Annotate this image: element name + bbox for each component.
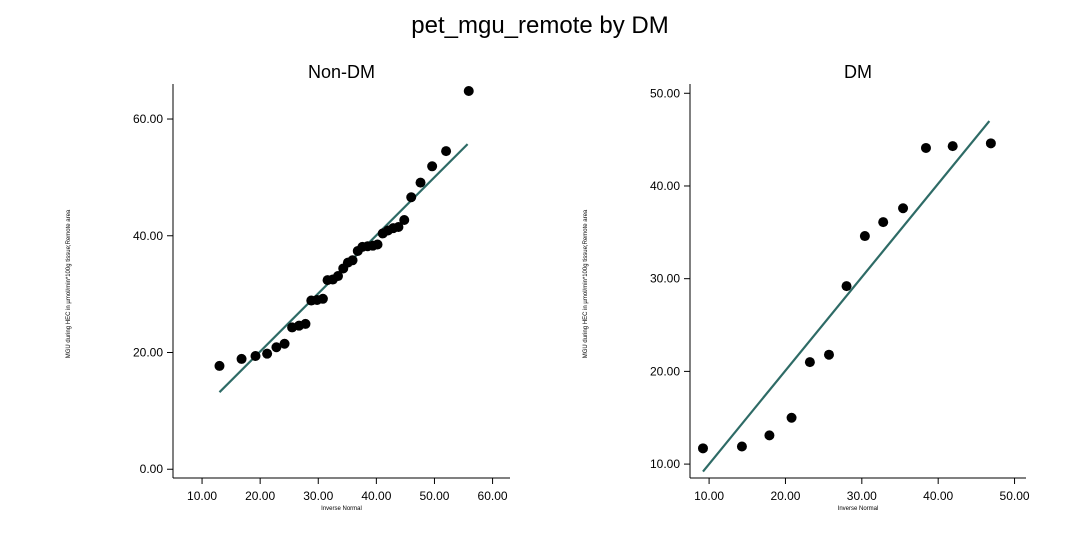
dm-x-tick-label: 10.00 xyxy=(694,489,724,503)
dm-y-tick-label: 20.00 xyxy=(650,364,680,378)
non-dm-data-point xyxy=(372,239,383,250)
non-dm-data-point xyxy=(406,192,417,203)
dm-data-point xyxy=(823,349,834,360)
dm-data-point xyxy=(920,142,931,153)
dm-x-tick-label: 30.00 xyxy=(847,489,877,503)
non-dm-data-point xyxy=(347,255,358,266)
dm-panel-title: DM xyxy=(844,62,872,82)
dm-data-point xyxy=(898,203,909,214)
dm-data-point xyxy=(947,141,958,152)
non-dm-x-axis-title: Inverse Normal xyxy=(321,506,362,512)
non-dm-data-point xyxy=(271,342,282,353)
non-dm-data-point xyxy=(463,86,474,97)
dm-x-axis-title: Inverse Normal xyxy=(838,506,879,512)
dm-data-point xyxy=(736,441,747,452)
dm-data-point xyxy=(697,443,708,454)
non-dm-data-point xyxy=(300,318,311,329)
dm-panel: DM 10.00 20.00 30.00 40.00 50.00 10.00 20.00 30.… xyxy=(583,62,1030,512)
dm-y-tick-label: 30.00 xyxy=(650,272,680,286)
dm-data-point xyxy=(985,138,996,149)
non-dm-y-tick-label: 60.00 xyxy=(133,112,163,126)
non-dm-data-point xyxy=(317,293,328,304)
dm-y-tick-label: 10.00 xyxy=(650,457,680,471)
non-dm-data-point xyxy=(214,360,225,371)
non-dm-y-axis-title: MGU during HEC in µmol/min*100g tissue;R… xyxy=(66,209,72,358)
dm-x-tick-label: 40.00 xyxy=(923,489,953,503)
non-dm-x-tick-label: 40.00 xyxy=(361,489,391,503)
non-dm-data-point xyxy=(399,215,410,226)
non-dm-x-tick-label: 50.00 xyxy=(419,489,449,503)
non-dm-x-tick-label: 20.00 xyxy=(245,489,275,503)
dm-data-point xyxy=(878,217,889,228)
dm-data-point xyxy=(764,430,775,441)
non-dm-data-point xyxy=(279,338,290,349)
dm-data-point xyxy=(841,281,852,292)
non-dm-x-tick-label: 60.00 xyxy=(478,489,508,503)
non-dm-panel-title: Non-DM xyxy=(308,62,375,82)
non-dm-panel: Non-DM 0.00 20.00 40.00 60.00 10.00 20.00 30.00… xyxy=(66,62,510,512)
non-dm-data-point xyxy=(415,177,426,188)
dm-y-tick-label: 40.00 xyxy=(650,179,680,193)
non-dm-y-tick-label: 0.00 xyxy=(140,462,164,476)
figure-title: pet_mgu_remote by DM xyxy=(411,12,669,39)
non-dm-y-tick-label: 40.00 xyxy=(133,229,163,243)
dm-y-axis-title: MGU during HEC in µmol/min*100g tissue;R… xyxy=(583,209,589,358)
non-dm-data-point xyxy=(427,161,438,172)
non-dm-data-point xyxy=(262,348,273,359)
dm-fit-line xyxy=(702,120,991,473)
non-dm-data-point xyxy=(441,146,452,157)
dm-y-tick-label: 50.00 xyxy=(650,86,680,100)
non-dm-x-tick-label: 30.00 xyxy=(303,489,333,503)
dm-data-point xyxy=(786,412,797,423)
non-dm-data-point xyxy=(333,271,344,282)
dm-data-point xyxy=(804,357,815,368)
non-dm-data-point xyxy=(250,351,261,362)
dm-x-tick-label: 50.00 xyxy=(1000,489,1030,503)
dm-x-tick-label: 20.00 xyxy=(770,489,800,503)
non-dm-x-tick-label: 10.00 xyxy=(187,489,217,503)
dm-data-point xyxy=(859,231,870,242)
non-dm-data-point xyxy=(393,222,404,233)
non-dm-data-point xyxy=(236,353,247,364)
non-dm-y-tick-label: 20.00 xyxy=(133,346,163,360)
